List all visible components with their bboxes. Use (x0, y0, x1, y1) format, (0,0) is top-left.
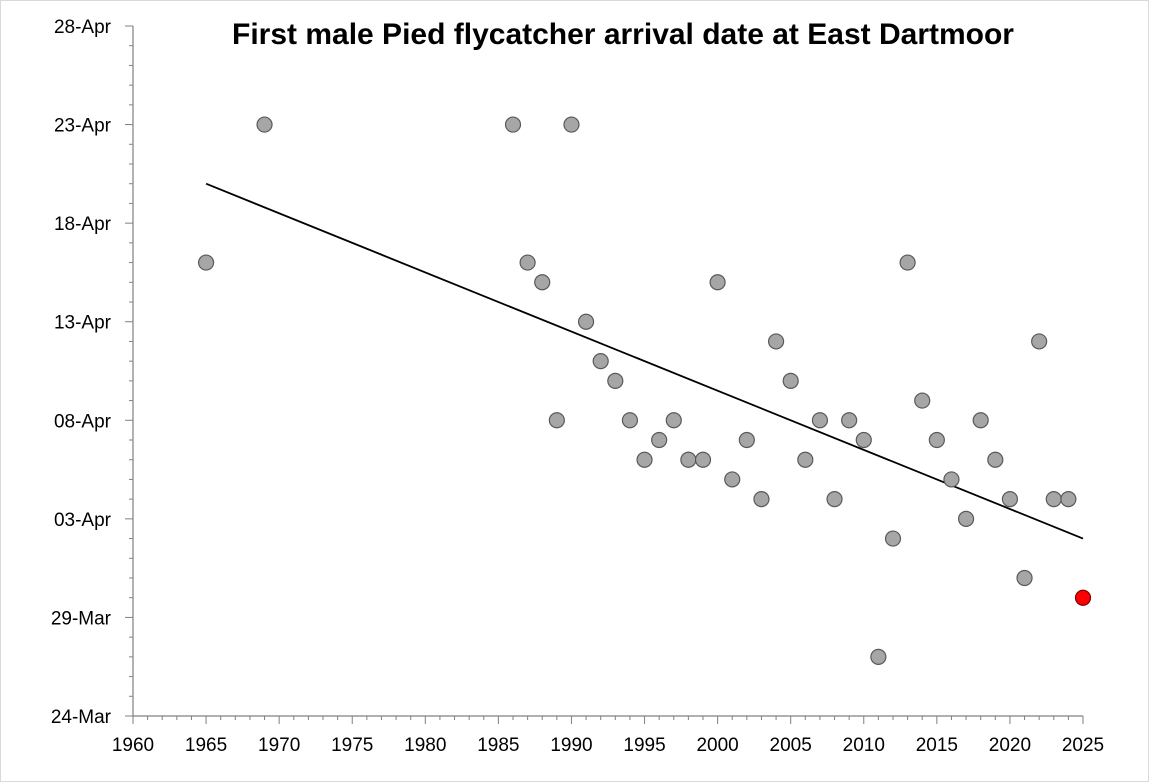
data-point (811, 412, 829, 429)
data-point (870, 648, 887, 665)
data-point (1060, 491, 1077, 508)
data-point (665, 412, 682, 429)
x-tick-label: 2000 (696, 735, 738, 756)
data-point (884, 530, 902, 547)
data-point (855, 431, 872, 449)
y-tick-label: 23-Apr (54, 116, 112, 137)
trendline (205, 182, 1084, 540)
data-point (928, 431, 945, 449)
data-point (782, 372, 799, 389)
y-tick-label: 08-Apr (54, 411, 112, 432)
data-point (1031, 333, 1048, 350)
data-point (534, 274, 551, 291)
y-tick-label: 28-Apr (54, 17, 112, 38)
data-point (651, 431, 668, 449)
y-tick-label: 13-Apr (54, 313, 112, 334)
x-tick-label: 2025 (1062, 735, 1104, 756)
data-point (841, 412, 858, 429)
data-point (1001, 491, 1019, 508)
trendline-layer (205, 182, 1084, 540)
highlighted-data-point (1074, 589, 1092, 606)
x-tick-label: 2005 (770, 735, 812, 756)
data-point (607, 372, 624, 389)
data-point (738, 431, 755, 449)
data-point (767, 333, 785, 350)
data-point (548, 412, 565, 429)
data-point (577, 313, 595, 330)
data-point (826, 491, 843, 508)
data-point (680, 451, 697, 468)
data-point (1045, 491, 1062, 508)
data-point (753, 491, 770, 508)
x-tick-label: 2010 (843, 735, 885, 756)
data-point (592, 353, 609, 370)
data-point (621, 412, 639, 429)
y-tick-label: 18-Apr (54, 214, 112, 235)
data-point (197, 254, 215, 271)
x-tick-label: 1995 (623, 735, 665, 756)
x-tick-label: 2020 (989, 735, 1031, 756)
x-tick-label: 1970 (258, 735, 300, 756)
chart-title: First male Pied flycatcher arrival date … (232, 18, 1014, 51)
data-points (197, 116, 1092, 665)
x-tick-label: 1960 (112, 735, 154, 756)
x-tick-label: 1985 (477, 735, 519, 756)
data-point (957, 510, 975, 527)
data-point (256, 116, 273, 133)
x-tick-label: 1980 (404, 735, 446, 756)
x-tick-label: 1990 (550, 735, 592, 756)
data-point (914, 392, 931, 409)
y-tick-label: 29-Mar (51, 608, 112, 629)
y-tick-label: 24-Mar (51, 707, 112, 728)
data-point (899, 254, 916, 271)
data-point (636, 451, 653, 468)
x-tick-label: 1975 (331, 735, 373, 756)
x-tick-label: 1965 (185, 735, 227, 756)
data-point (987, 451, 1004, 468)
x-tick-label: 2015 (916, 735, 958, 756)
data-point (504, 116, 522, 133)
data-point (1016, 569, 1033, 587)
data-point (972, 412, 989, 429)
data-point (797, 451, 814, 468)
data-point (519, 254, 536, 271)
data-point (724, 471, 741, 488)
axes: 24-Mar 29-Mar 03-Apr 08-Apr 13-Apr 18-Apr 23-A… (51, 17, 1104, 756)
data-point (694, 451, 712, 468)
data-point (563, 116, 580, 133)
y-tick-label: 03-Apr (54, 510, 112, 531)
data-point (943, 471, 960, 488)
data-point (709, 274, 726, 291)
